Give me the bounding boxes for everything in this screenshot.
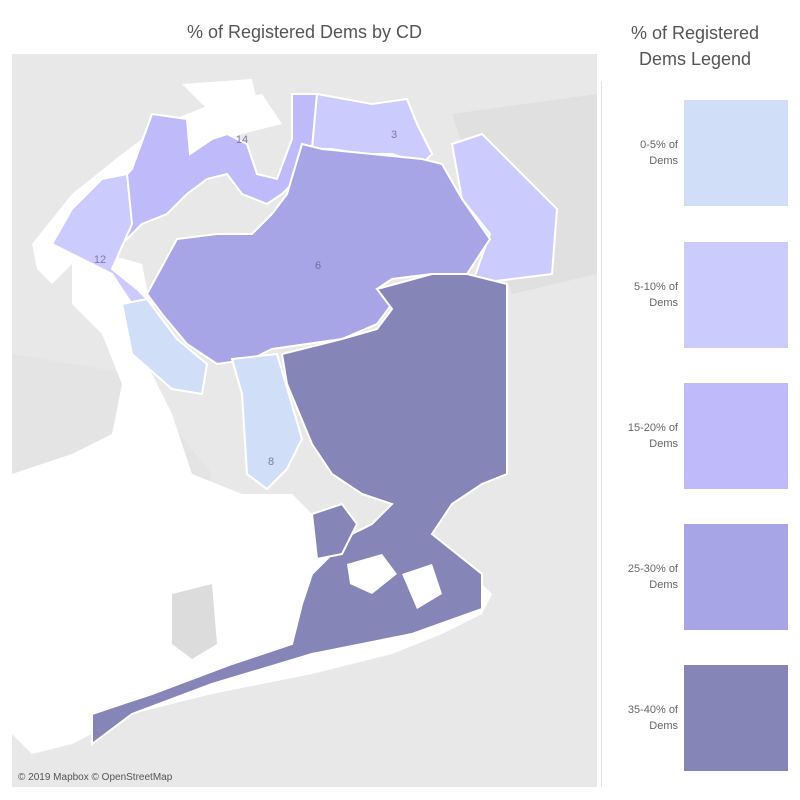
district-label-3: 3 bbox=[391, 129, 397, 141]
district-label-14: 14 bbox=[236, 134, 248, 146]
map-svg[interactable]: 3 14 12 6 8 bbox=[12, 54, 597, 787]
district-5-marsh[interactable] bbox=[310, 502, 359, 561]
legend-swatch bbox=[684, 524, 788, 630]
bay-water-north bbox=[182, 79, 262, 124]
legend-label-line2: Dems bbox=[649, 438, 678, 450]
legend-label-line1: 35-40% of bbox=[627, 704, 678, 716]
legend-label: 25-30% of Dems bbox=[600, 561, 678, 593]
legend-swatch bbox=[684, 665, 788, 771]
legend-swatch bbox=[684, 383, 788, 489]
map-attribution[interactable]: © 2019 Mapbox © OpenStreetMap bbox=[18, 772, 173, 783]
legend-label: 5-10% of Dems bbox=[600, 279, 678, 311]
legend-swatch bbox=[684, 242, 788, 348]
district-label-6: 6 bbox=[315, 260, 321, 272]
legend-label-line1: 0-5% of bbox=[640, 139, 678, 151]
district-6[interactable] bbox=[145, 142, 492, 366]
district-5[interactable] bbox=[91, 273, 508, 746]
district-label-12: 12 bbox=[94, 254, 106, 266]
legend-label-line2: Dems bbox=[649, 155, 678, 167]
district-12[interactable] bbox=[50, 172, 155, 305]
legend-title-line1: % of Registered bbox=[630, 23, 760, 43]
legend-label-line1: 25-30% of bbox=[627, 563, 678, 575]
jamaica-bay-cut-2 bbox=[402, 564, 442, 609]
map-canvas[interactable]: 3 14 12 6 8 © 2019 Mapbox © OpenStreetMa… bbox=[12, 54, 597, 787]
legend-label-line2: Dems bbox=[649, 720, 678, 732]
map-title: % of Registered Dems by CD bbox=[186, 22, 423, 42]
legend-label-line2: Dems bbox=[649, 297, 678, 309]
legend-frame bbox=[601, 82, 797, 787]
legend-title-line2: Dems Legend bbox=[638, 49, 752, 69]
legend-label-line1: 5-10% of bbox=[633, 281, 678, 293]
jamaica-bay-cut bbox=[347, 554, 397, 594]
district-8[interactable] bbox=[230, 352, 304, 491]
legend-label: 0-5% of Dems bbox=[600, 137, 678, 169]
district-sw[interactable] bbox=[120, 297, 209, 396]
legend-label: 15-20% of Dems bbox=[600, 420, 678, 452]
legend-title: % of Registered Dems Legend bbox=[610, 20, 780, 72]
legend-label-line1: 15-20% of bbox=[627, 422, 678, 434]
legend-label: 35-40% of Dems bbox=[600, 702, 678, 734]
legend-swatch bbox=[684, 100, 788, 206]
legend-label-line2: Dems bbox=[649, 579, 678, 591]
island bbox=[172, 584, 217, 659]
district-label-8: 8 bbox=[268, 456, 274, 468]
